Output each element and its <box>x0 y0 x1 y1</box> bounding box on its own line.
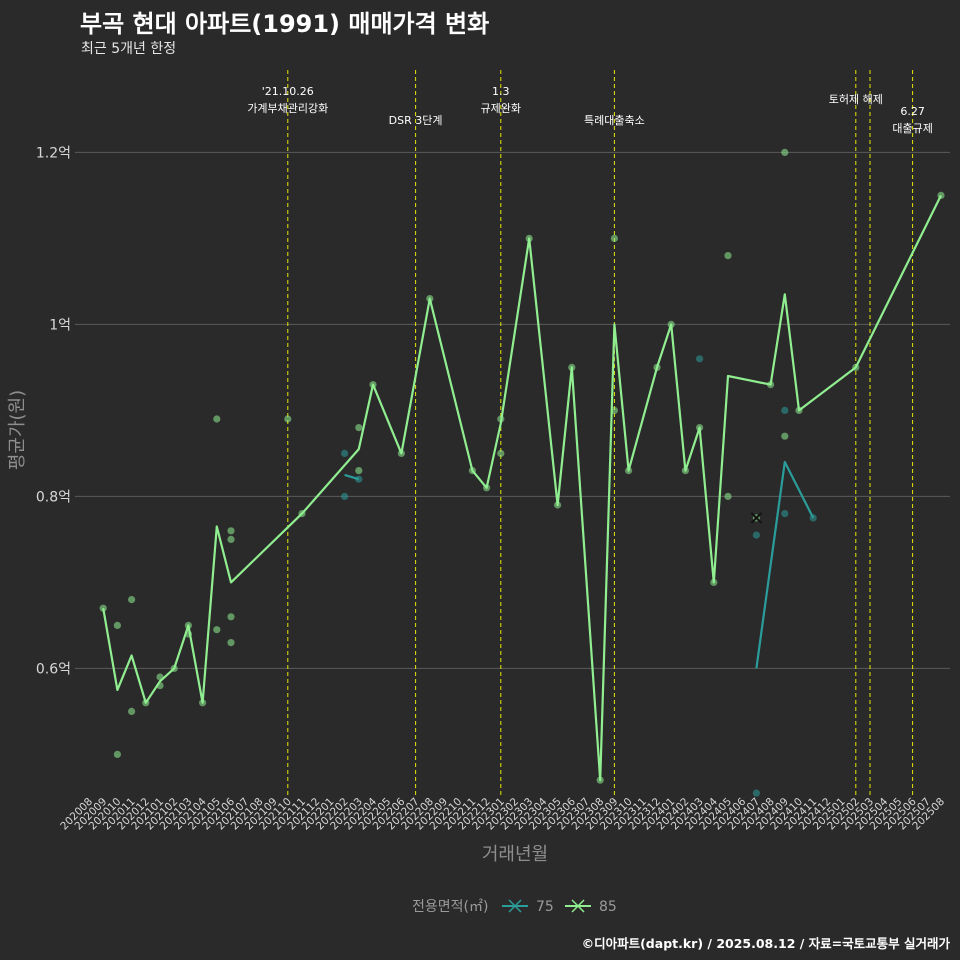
series-85-point <box>113 750 121 759</box>
policy-annotation: 대출규제 <box>892 122 932 135</box>
series-75-point <box>341 492 349 500</box>
series-85-point <box>568 363 576 371</box>
series-85-point <box>128 596 136 604</box>
series-85-point <box>710 578 718 587</box>
series-85-point <box>170 664 178 673</box>
chart-subtitle: 최근 5개년 한정 <box>81 41 177 57</box>
y-tick-label: 1.2억 <box>36 145 71 161</box>
policy-annotation: 가계부채관리강화 <box>247 102 328 115</box>
series-85-point <box>767 381 775 389</box>
policy-annotation: 특례대출축소 <box>584 114 645 127</box>
series-85-point <box>852 363 860 371</box>
policy-lines <box>287 70 914 795</box>
series-85-point <box>610 234 619 242</box>
series-85-point <box>610 406 619 414</box>
series-85-point <box>781 148 789 156</box>
series-75-point <box>341 449 349 457</box>
series-85-point <box>369 381 377 389</box>
legend: 전용면적(㎡) 75 85 <box>412 899 617 915</box>
series-85-point <box>199 699 207 707</box>
x-axis-title: 거래년월 <box>482 844 548 865</box>
highlight-marker <box>750 512 763 524</box>
y-tick-label: 1억 <box>49 317 71 333</box>
series-85-point <box>128 707 136 716</box>
legend-label-85: 85 <box>599 899 617 915</box>
series-85-point <box>184 630 192 638</box>
series-75-point <box>355 475 363 483</box>
series-85-point <box>596 776 604 784</box>
series-85-point <box>667 320 675 328</box>
series-85-point <box>355 467 363 475</box>
series-85-point <box>184 621 192 630</box>
legend-key-75 <box>502 899 528 913</box>
policy-annotation: 1.3 <box>492 85 510 98</box>
series-85-point <box>113 621 121 630</box>
policy-annotation: '21.10.26 <box>262 85 314 98</box>
series-75-point <box>781 509 789 518</box>
y-axis-ticks: 0.6억 0.8억 1억 1.2억 <box>36 145 71 677</box>
x-axis-ticks: 2020082020092020102020112020122021012021… <box>58 795 947 832</box>
legend-title: 전용면적(㎡) <box>412 899 488 915</box>
series-85-point <box>781 432 789 440</box>
series-75-point <box>781 406 789 414</box>
series-85-point <box>227 613 235 621</box>
series-85-point <box>284 415 292 423</box>
series-85-point <box>525 234 533 242</box>
gridlines <box>75 151 950 669</box>
series-85-point <box>497 415 505 423</box>
series-85-point <box>227 527 235 535</box>
series-85-point <box>227 535 235 544</box>
series-85-point <box>937 191 945 199</box>
series-lines <box>102 194 942 782</box>
policy-annotation: 토허제 해제 <box>829 92 883 106</box>
chart-title: 부곡 현대 아파트(1991) 매매가격 변화 <box>80 10 490 38</box>
series-85-point <box>298 509 306 518</box>
y-axis-title: 평균가(원) <box>7 390 28 470</box>
series-75-point <box>696 355 704 363</box>
legend-key-85 <box>565 899 591 913</box>
series-85-point <box>653 363 661 371</box>
series-85-point <box>213 626 221 634</box>
series-85-point <box>724 252 732 260</box>
policy-annotation: 6.27 <box>900 105 925 118</box>
y-tick-label: 0.8억 <box>36 489 71 505</box>
y-tick-label: 0.6억 <box>36 661 71 677</box>
series-85-point <box>625 467 633 475</box>
source-caption: ©디아파트(dapt.kr) / 2025.08.12 / 자료=국토교통부 실… <box>581 936 950 951</box>
series-85-point <box>795 406 803 414</box>
policy-annotation: 규제완화 <box>481 102 521 115</box>
series-85-point <box>483 484 491 492</box>
legend-label-75: 75 <box>536 899 554 915</box>
series-85-point <box>724 492 732 500</box>
series-85-point <box>99 604 107 612</box>
series-85-point <box>681 467 690 475</box>
series-85-point <box>156 673 164 681</box>
series-85-line <box>102 194 942 782</box>
series-points <box>99 148 945 797</box>
series-75-point <box>752 531 761 539</box>
series-85-point <box>696 424 704 432</box>
series-85-point <box>468 467 476 475</box>
series-85-point <box>554 501 562 509</box>
series-75-line <box>755 460 815 669</box>
series-75-point <box>809 514 817 522</box>
series-85-point <box>397 449 405 457</box>
series-85-point <box>156 682 164 690</box>
series-85-point <box>213 415 221 423</box>
series-85-point <box>227 639 235 647</box>
series-75-point <box>752 789 761 797</box>
series-85-point <box>497 449 505 457</box>
series-85-point <box>142 699 150 707</box>
series-85-point <box>355 424 363 432</box>
series-85-point <box>426 295 434 303</box>
policy-annotation: DSR 3단계 <box>389 114 443 127</box>
